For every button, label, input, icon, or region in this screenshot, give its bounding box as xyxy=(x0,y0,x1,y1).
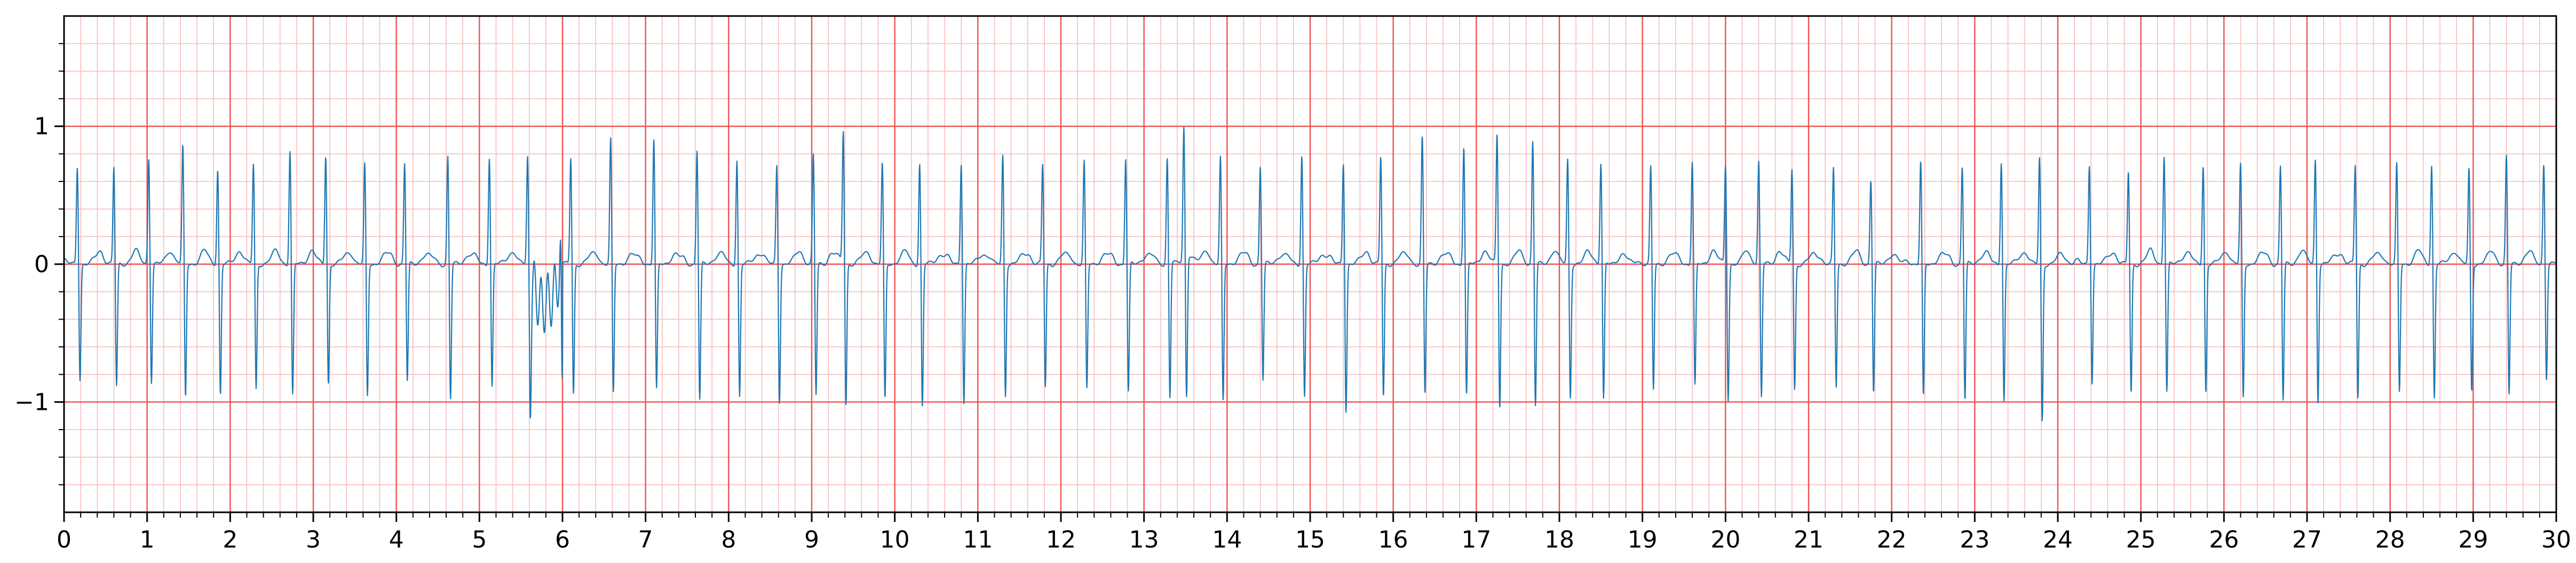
x-tick-label: 23 xyxy=(1960,526,1990,553)
x-tick-label: 27 xyxy=(2292,526,2322,553)
x-tick-label: 0 xyxy=(57,526,72,553)
x-tick-label: 25 xyxy=(2126,526,2156,553)
x-tick-label: 17 xyxy=(1461,526,1491,553)
x-tick-label: 6 xyxy=(555,526,570,553)
x-tick-label: 18 xyxy=(1544,526,1574,553)
x-tick-label: 5 xyxy=(472,526,487,553)
x-tick-label: 14 xyxy=(1212,526,1242,553)
y-tick-label: 1 xyxy=(34,113,49,140)
x-tick-label: 28 xyxy=(2375,526,2405,553)
x-tick-label: 10 xyxy=(880,526,910,553)
x-tick-label: 30 xyxy=(2541,526,2571,553)
x-tick-label: 21 xyxy=(1794,526,1824,553)
x-tick-label: 8 xyxy=(721,526,736,553)
x-tick-label: 29 xyxy=(2458,526,2488,553)
y-tick-label: 0 xyxy=(34,251,49,278)
x-tick-label: 4 xyxy=(389,526,404,553)
x-tick-label: 22 xyxy=(1877,526,1907,553)
x-tick-label: 16 xyxy=(1378,526,1408,553)
x-tick-label: 13 xyxy=(1129,526,1159,553)
x-tick-label: 9 xyxy=(804,526,819,553)
x-tick-label: 15 xyxy=(1295,526,1325,553)
x-tick-label: 2 xyxy=(223,526,237,553)
x-tick-label: 24 xyxy=(2043,526,2073,553)
x-tick-label: 12 xyxy=(1046,526,1076,553)
y-tick-label: −1 xyxy=(14,388,49,416)
x-tick-label: 26 xyxy=(2209,526,2239,553)
x-tick-label: 1 xyxy=(140,526,155,553)
x-tick-label: 20 xyxy=(1710,526,1740,553)
x-tick-label: 7 xyxy=(638,526,653,553)
x-tick-label: 11 xyxy=(963,526,993,553)
x-tick-label: 3 xyxy=(306,526,321,553)
x-tick-label: 19 xyxy=(1628,526,1658,553)
